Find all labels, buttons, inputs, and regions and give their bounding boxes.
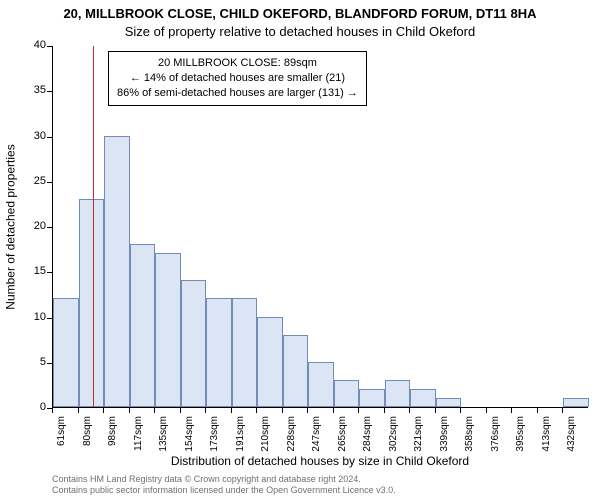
histogram-bar	[436, 398, 462, 407]
x-tick-mark	[103, 408, 104, 413]
x-tick-mark	[282, 408, 283, 413]
x-tick-mark	[562, 408, 563, 413]
histogram-bar	[283, 335, 309, 407]
y-tick-label: 5	[22, 356, 46, 368]
x-tick-mark	[129, 408, 130, 413]
chart-title-line1: 20, MILLBROOK CLOSE, CHILD OKEFORD, BLAN…	[0, 6, 600, 21]
histogram-bar	[232, 298, 258, 407]
histogram-bar	[385, 380, 411, 407]
histogram-bar	[359, 389, 385, 407]
histogram-bar	[308, 362, 334, 407]
histogram-bar	[257, 317, 283, 408]
histogram-bar	[130, 244, 156, 407]
histogram-bar	[206, 298, 232, 407]
x-tick-mark	[511, 408, 512, 413]
x-tick-mark	[486, 408, 487, 413]
histogram-bar	[410, 389, 436, 407]
chart-container: 20, MILLBROOK CLOSE, CHILD OKEFORD, BLAN…	[0, 0, 600, 500]
histogram-bar	[334, 380, 360, 407]
x-tick-mark	[409, 408, 410, 413]
y-tick-label: 15	[22, 265, 46, 277]
histogram-bar	[104, 136, 130, 408]
y-tick-mark	[47, 227, 52, 228]
histogram-bar	[181, 280, 207, 407]
annotation-box: 20 MILLBROOK CLOSE: 89sqm← 14% of detach…	[108, 51, 367, 106]
histogram-bar	[53, 298, 79, 407]
footer-line2: Contains public sector information licen…	[52, 485, 588, 496]
x-tick-mark	[307, 408, 308, 413]
footer-attribution: Contains HM Land Registry data © Crown c…	[52, 474, 588, 496]
y-tick-label: 35	[22, 84, 46, 96]
y-axis-label: Number of detached properties	[4, 144, 18, 309]
y-tick-label: 0	[22, 401, 46, 413]
x-tick-mark	[154, 408, 155, 413]
x-tick-mark	[435, 408, 436, 413]
annotation-line1: 20 MILLBROOK CLOSE: 89sqm	[117, 56, 358, 71]
x-tick-mark	[78, 408, 79, 413]
y-tick-label: 25	[22, 175, 46, 187]
x-tick-mark	[231, 408, 232, 413]
x-tick-mark	[205, 408, 206, 413]
annotation-line3: 86% of semi-detached houses are larger (…	[117, 86, 358, 101]
chart-title-line2: Size of property relative to detached ho…	[0, 24, 600, 39]
y-tick-mark	[47, 272, 52, 273]
y-tick-mark	[47, 46, 52, 47]
footer-line1: Contains HM Land Registry data © Crown c…	[52, 474, 588, 485]
x-tick-mark	[180, 408, 181, 413]
x-tick-mark	[358, 408, 359, 413]
property-marker-line	[93, 46, 94, 407]
x-tick-mark	[333, 408, 334, 413]
histogram-bar	[79, 199, 105, 407]
x-tick-mark	[384, 408, 385, 413]
y-tick-mark	[47, 318, 52, 319]
y-axis-label-container: Number of detached properties	[2, 46, 20, 408]
y-tick-mark	[47, 363, 52, 364]
x-tick-mark	[256, 408, 257, 413]
plot-area: 20 MILLBROOK CLOSE: 89sqm← 14% of detach…	[52, 46, 588, 408]
annotation-line2: ← 14% of detached houses are smaller (21…	[117, 71, 358, 86]
y-tick-label: 40	[22, 39, 46, 51]
histogram-bar	[155, 253, 181, 407]
x-tick-mark	[460, 408, 461, 413]
y-tick-label: 30	[22, 130, 46, 142]
y-tick-label: 20	[22, 220, 46, 232]
y-tick-mark	[47, 91, 52, 92]
x-tick-mark	[52, 408, 53, 413]
y-tick-mark	[47, 182, 52, 183]
x-axis-label: Distribution of detached houses by size …	[52, 454, 588, 468]
histogram-bar	[563, 398, 589, 407]
y-tick-label: 10	[22, 311, 46, 323]
x-tick-mark	[537, 408, 538, 413]
y-tick-mark	[47, 137, 52, 138]
